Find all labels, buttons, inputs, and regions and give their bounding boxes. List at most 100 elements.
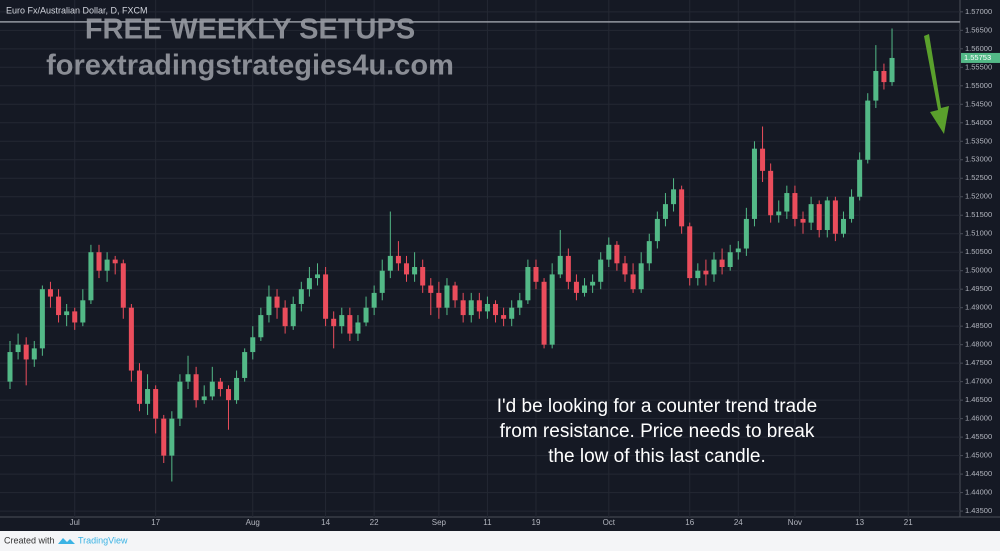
y-tick-label: 1.53000 (965, 155, 992, 164)
candle-body (517, 300, 523, 308)
candles (7, 28, 895, 482)
candle-body (177, 381, 183, 419)
candle-body (460, 300, 466, 316)
candle-body (258, 315, 264, 338)
candle-body (266, 296, 272, 316)
candle-body (379, 270, 385, 293)
candle-body (201, 396, 207, 401)
y-tick-label: 1.54000 (965, 118, 992, 127)
candle-body (355, 322, 361, 334)
y-tick-label: 1.52500 (965, 173, 992, 182)
candle-body (476, 300, 482, 312)
candle-body (436, 292, 442, 308)
candle-body (395, 255, 401, 264)
y-tick-label: 1.49000 (965, 303, 992, 312)
candle-body (217, 381, 223, 390)
candle-body (153, 389, 159, 419)
watermark: FREE WEEKLY SETUPS (85, 14, 415, 46)
candle-body (339, 315, 345, 327)
candle-body (250, 337, 256, 353)
annotation: the low of this last candle. (548, 446, 766, 467)
y-tick-label: 1.45000 (965, 451, 992, 460)
candle-body (582, 285, 588, 293)
candle-body (646, 241, 652, 264)
candle-body (290, 303, 296, 327)
x-tick-label: Sep (432, 518, 447, 527)
candle-body (420, 267, 426, 286)
candle-body (209, 381, 215, 397)
y-tick-label: 1.54500 (965, 99, 992, 108)
candle-body (306, 278, 312, 290)
y-tick-label: 1.45500 (965, 432, 992, 441)
y-tick-label: 1.48000 (965, 340, 992, 349)
candle-body (840, 218, 846, 234)
candle-body (452, 285, 458, 301)
x-tick-label: Jul (70, 518, 80, 527)
candle-body (444, 285, 450, 308)
y-tick-label: 1.44500 (965, 469, 992, 478)
candle-body (193, 374, 199, 401)
candle-body (743, 218, 749, 249)
down-arrow (924, 34, 949, 134)
candle-body (614, 244, 620, 264)
candle-body (630, 274, 636, 290)
candle-body (47, 289, 53, 297)
candle-body (80, 300, 86, 323)
candle-body (849, 196, 855, 219)
candle-body (573, 281, 579, 293)
annotation: I'd be looking for a counter trend trade (497, 396, 818, 417)
candle-body (598, 259, 604, 282)
candle-body (509, 307, 515, 319)
candle-body (484, 303, 490, 312)
candle-body (314, 274, 321, 279)
candle-body (56, 296, 62, 316)
candle-body (784, 193, 790, 212)
candle-body (719, 259, 725, 268)
candle-body (120, 263, 126, 308)
y-tick-label: 1.44000 (965, 488, 992, 497)
candle-body (590, 281, 596, 286)
candle-body (873, 71, 879, 101)
candle-body (606, 244, 612, 260)
candle-body (428, 285, 434, 293)
candle-body (889, 57, 895, 83)
candle-body (638, 263, 644, 290)
candle-body (331, 318, 337, 327)
y-tick-label: 1.51500 (965, 210, 992, 219)
candle-body (541, 281, 547, 345)
candle-body (128, 307, 134, 371)
watermark: forextradingstrategies4u.com (46, 50, 454, 82)
candle-body (800, 218, 806, 223)
x-tick-label: 14 (321, 518, 330, 527)
candle-body (234, 377, 240, 401)
candle-body (371, 292, 377, 308)
candle-body (72, 311, 78, 323)
candle-body (387, 255, 393, 271)
x-tick-label: 17 (151, 518, 160, 527)
candle-body (403, 263, 410, 275)
x-tick-label: Nov (788, 518, 802, 527)
candle-body (565, 255, 571, 282)
candle-body (727, 252, 733, 268)
y-tick-label: 1.55000 (965, 81, 992, 90)
candle-body (776, 211, 782, 216)
candle-body (768, 170, 774, 216)
x-tick-label: 21 (904, 518, 913, 527)
candle-body (242, 352, 248, 378)
y-tick-label: 1.50500 (965, 247, 992, 256)
candle-body (468, 300, 474, 316)
x-tick-label: Oct (603, 518, 616, 527)
candle-body (169, 418, 175, 456)
candle-body (323, 274, 329, 319)
candle-body (298, 289, 304, 304)
candle-body (816, 204, 822, 231)
y-tick-label: 1.57000 (965, 7, 992, 16)
candle-body (88, 252, 94, 301)
y-tick-label: 1.51000 (965, 229, 992, 238)
candle-body (549, 274, 555, 345)
candle-body (501, 315, 507, 319)
candle-body (145, 389, 151, 404)
y-tick-label: 1.47500 (965, 358, 992, 367)
y-tick-label: 1.56000 (965, 44, 992, 53)
y-tick-label: 1.56500 (965, 25, 992, 34)
